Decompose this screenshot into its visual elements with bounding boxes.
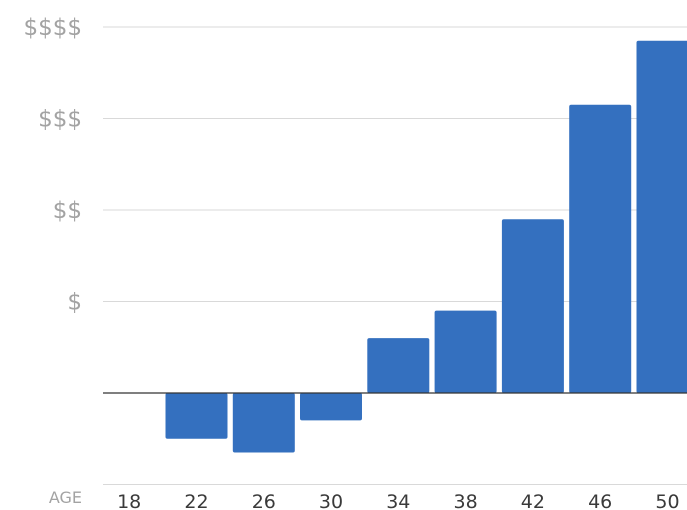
- bar-age-50: [636, 40, 687, 393]
- y-tick-label: $$$: [38, 107, 82, 133]
- x-tick-label: 18: [117, 491, 141, 510]
- x-tick-label: 50: [655, 491, 679, 510]
- bar-age-46: [569, 104, 632, 394]
- x-tick-label: 34: [386, 491, 410, 510]
- bar-age-26: [232, 393, 295, 453]
- bar-age-38: [434, 310, 497, 393]
- y-tick-label: $: [67, 290, 82, 316]
- bar-age-42: [501, 219, 564, 393]
- x-axis-title: AGE: [49, 488, 82, 507]
- x-tick-label: 22: [184, 491, 208, 510]
- bars: [165, 40, 687, 453]
- y-tick-label: $$: [53, 198, 82, 224]
- y-axis-tick-labels: $$$$$$$$$$: [23, 15, 82, 316]
- y-tick-label: $$$$: [23, 15, 82, 41]
- x-axis-tick-labels: 18 22 26 30 34 38 42 46 50: [117, 491, 679, 510]
- bar-age-34: [367, 338, 430, 393]
- bar-age-30: [300, 393, 362, 421]
- x-tick-label: 46: [588, 491, 612, 510]
- x-tick-label: 42: [521, 491, 545, 510]
- x-tick-label: 26: [252, 491, 276, 510]
- bar-age-22: [165, 393, 228, 439]
- x-tick-label: 30: [319, 491, 343, 510]
- x-tick-label: 38: [454, 491, 478, 510]
